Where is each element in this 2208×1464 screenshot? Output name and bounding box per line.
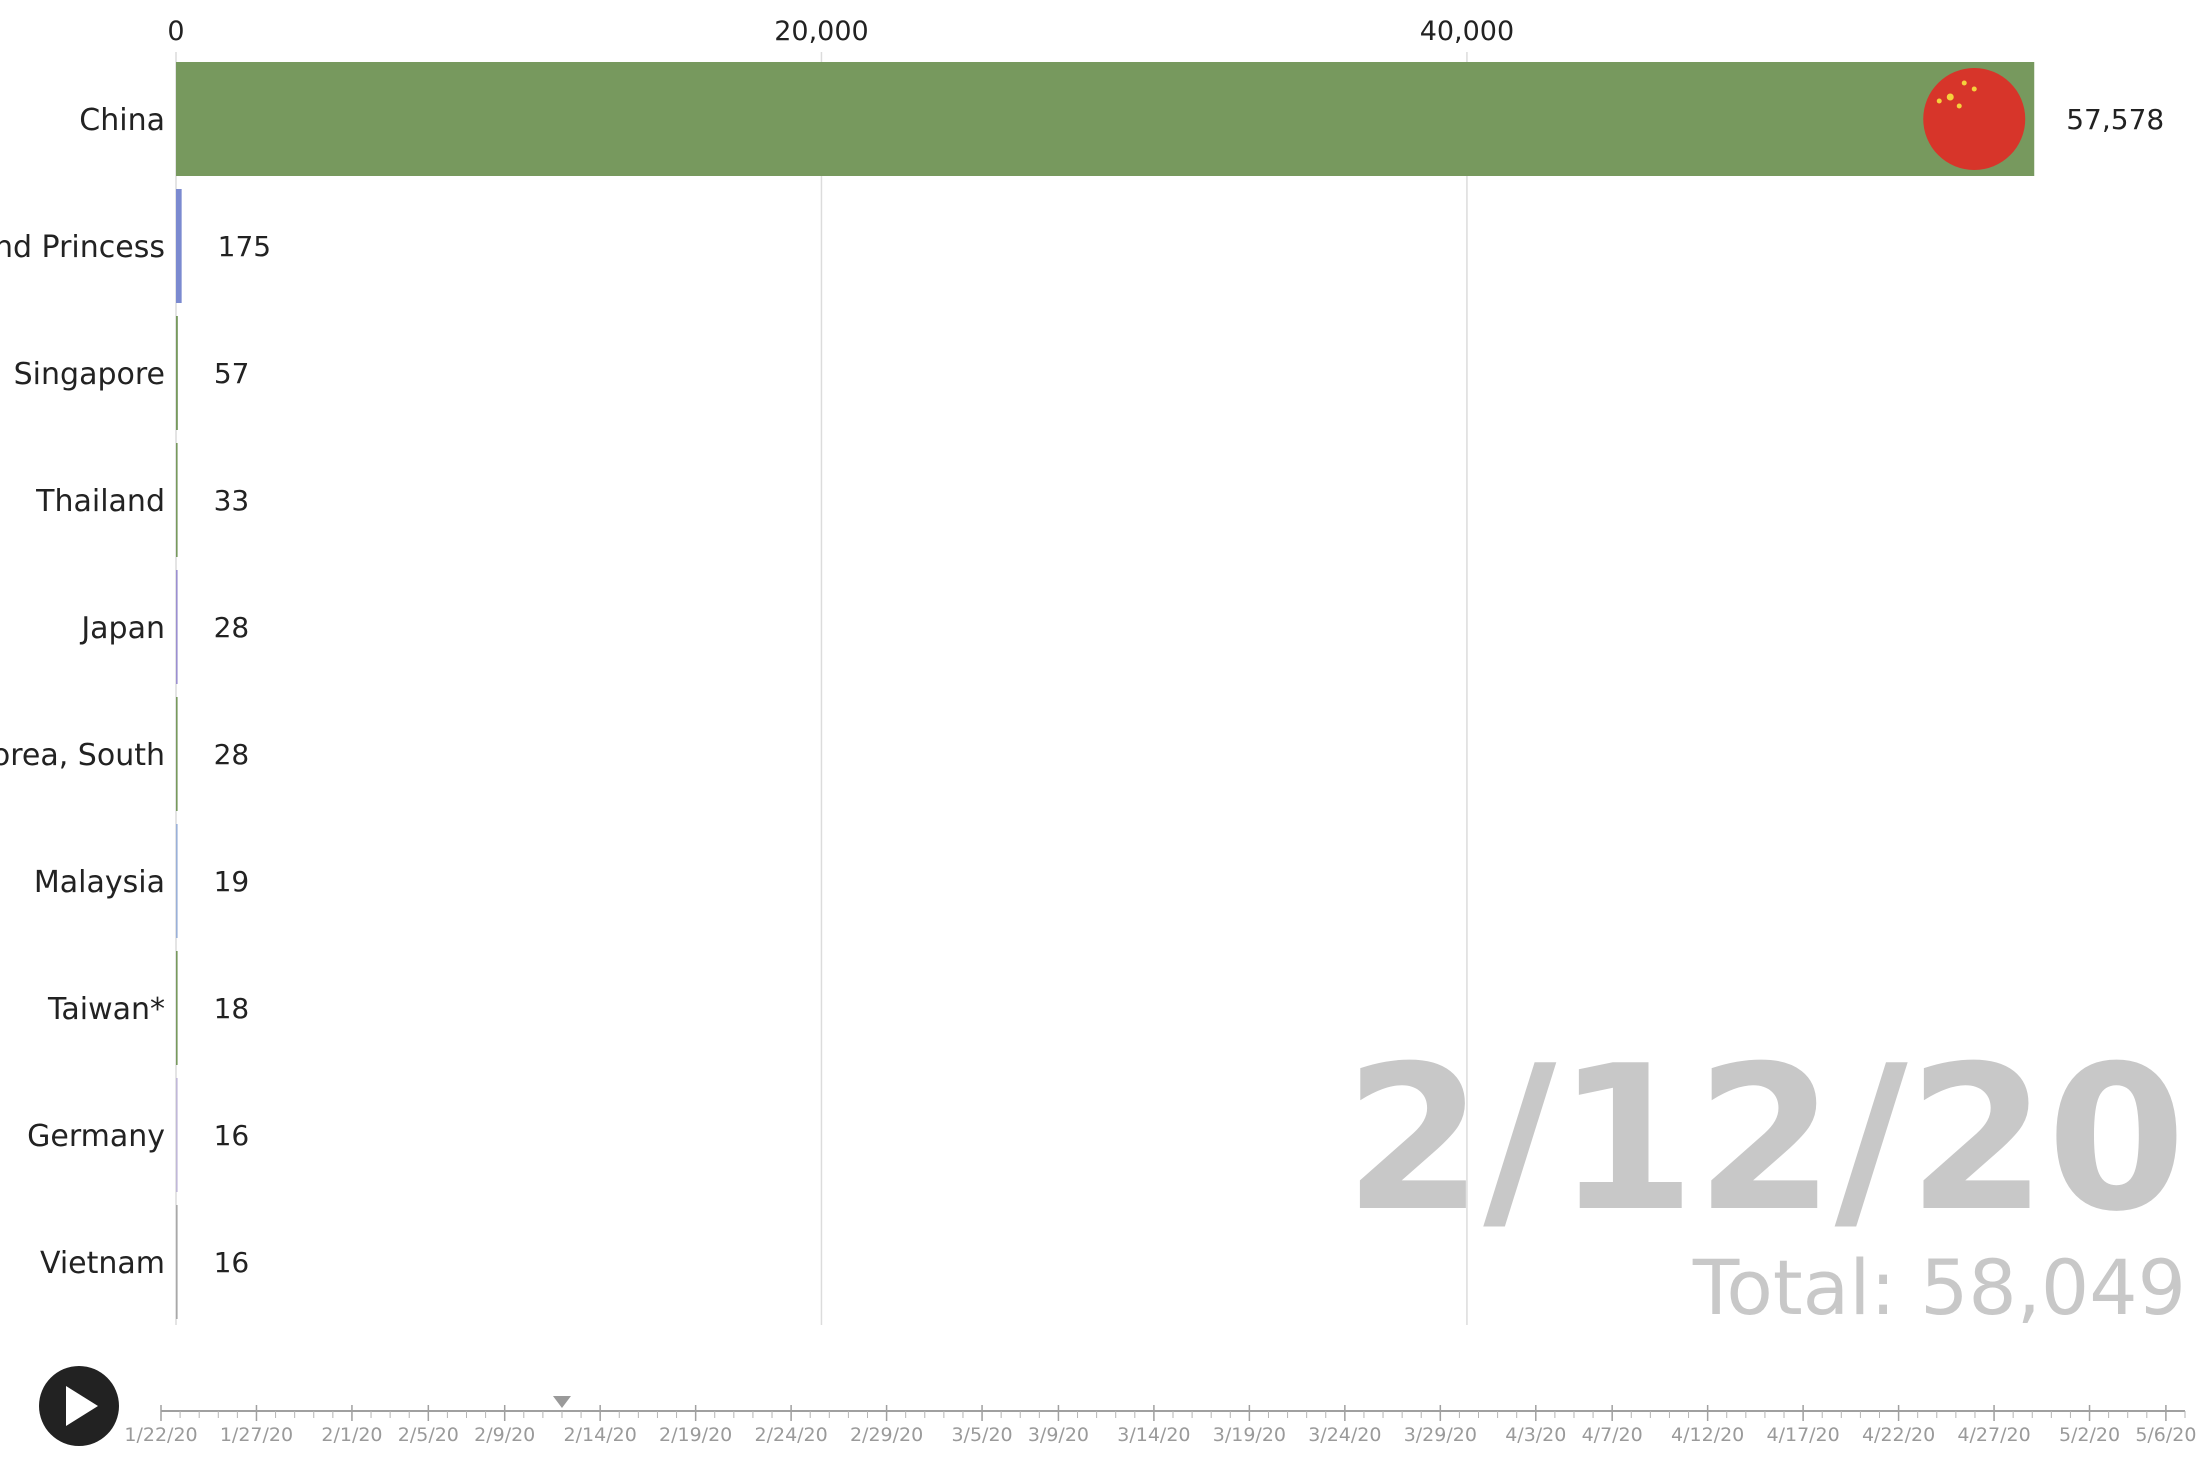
value-label: 16 [214, 1246, 250, 1279]
timeline-label: 2/14/20 [564, 1424, 637, 1446]
value-label: 175 [218, 230, 271, 263]
timeline-label: 3/9/20 [1028, 1424, 1089, 1446]
grid-lines [175, 52, 1468, 1325]
timeline-label: 3/14/20 [1117, 1424, 1190, 1446]
timeline-label: 2/24/20 [754, 1424, 827, 1446]
total-label: Total: 58,049 [1692, 1243, 2186, 1332]
timeline-label: 3/24/20 [1308, 1424, 1381, 1446]
timeline-label: 3/19/20 [1213, 1424, 1286, 1446]
category-label: orea, South [0, 738, 165, 773]
timeline-label: 1/27/20 [220, 1424, 293, 1446]
bar [176, 189, 182, 303]
timeline-label: 2/29/20 [850, 1424, 923, 1446]
x-axis: 0 20,000 40,000 [167, 16, 1514, 47]
timeline-label: 4/7/20 [1582, 1424, 1643, 1446]
category-label: Singapore [14, 357, 165, 392]
category-label: Germany [27, 1119, 165, 1154]
timeline-label: 5/6/20 [2135, 1424, 2196, 1446]
value-label: 18 [214, 992, 250, 1025]
category-labels: China nd Princess Singapore Thailand Japan or… [0, 103, 165, 1281]
timeline-label: 4/17/20 [1766, 1424, 1839, 1446]
value-label: 57,578 [2066, 103, 2164, 136]
value-label: 57 [214, 357, 250, 390]
timeline-label: 3/5/20 [951, 1424, 1012, 1446]
timeline-label: 4/12/20 [1671, 1424, 1744, 1446]
category-label: China [79, 103, 165, 138]
china-flag-icon [1923, 68, 2026, 170]
timeline-label: 3/29/20 [1404, 1424, 1477, 1446]
bar [176, 951, 178, 1065]
timeline-label: 2/5/20 [398, 1424, 459, 1446]
value-label: 16 [214, 1119, 250, 1152]
value-label: 19 [214, 865, 250, 898]
value-label: 28 [214, 738, 250, 771]
bar [176, 316, 178, 430]
timeline-label: 2/1/20 [321, 1424, 382, 1446]
timeline-label: 4/27/20 [1957, 1424, 2030, 1446]
timeline-label: 2/19/20 [659, 1424, 732, 1446]
bar [176, 62, 2035, 176]
category-label: Japan [79, 611, 165, 646]
category-label: Malaysia [34, 865, 165, 900]
timeline-label: 5/2/20 [2059, 1424, 2120, 1446]
category-label: Vietnam [40, 1246, 165, 1281]
x-tick-label: 0 [167, 16, 184, 47]
category-label: Taiwan* [47, 992, 165, 1027]
value-label: 33 [214, 484, 250, 517]
category-label: nd Princess [0, 230, 165, 265]
bar [176, 443, 178, 557]
bar [176, 697, 178, 811]
bar [176, 824, 178, 938]
value-labels: 57,578 175 57 33 28 28 19 18 16 16 [214, 103, 2165, 1279]
playback-controls: 1/22/20 1/27/20 2/1/20 2/5/20 2/9/20 2/14/20 2… [39, 1366, 2196, 1446]
play-button[interactable] [39, 1366, 119, 1446]
current-date-label: 2/12/20 [1344, 1023, 2186, 1256]
value-label: 28 [214, 611, 250, 644]
bars [176, 62, 2035, 1319]
timeline-handle[interactable] [552, 1396, 571, 1408]
bar [176, 1078, 178, 1192]
x-tick-label: 40,000 [1420, 16, 1514, 47]
timeline-slider[interactable]: 1/22/20 1/27/20 2/1/20 2/5/20 2/9/20 2/14/20 2… [124, 1396, 2196, 1446]
bar [176, 570, 178, 684]
x-tick-label: 20,000 [774, 16, 868, 47]
timeline-label: 4/22/20 [1862, 1424, 1935, 1446]
play-icon [66, 1386, 98, 1426]
category-label: Thailand [35, 484, 165, 519]
timeline-label: 2/9/20 [474, 1424, 535, 1446]
timeline-label: 4/3/20 [1505, 1424, 1566, 1446]
timeline-label: 1/22/20 [124, 1424, 197, 1446]
bar [176, 1205, 178, 1319]
